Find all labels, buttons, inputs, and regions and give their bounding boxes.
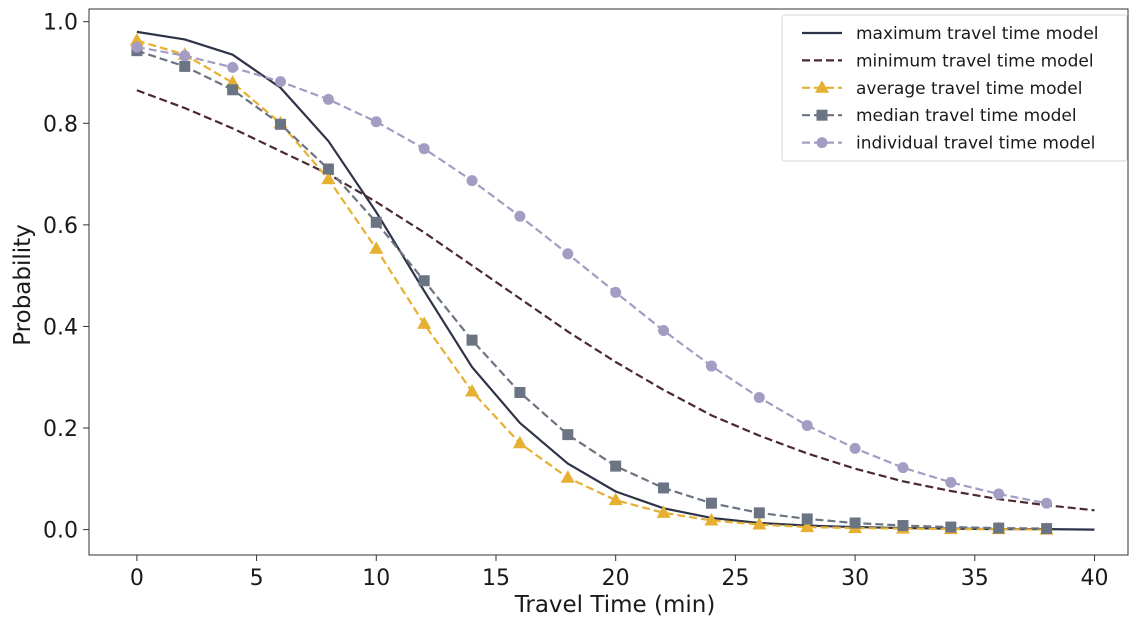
data-point — [656, 505, 671, 518]
y-tick-label: 1.0 — [43, 11, 78, 36]
x-tick-label: 40 — [1080, 566, 1108, 591]
legend-item: median travel time model — [802, 106, 1077, 126]
ticks-layer: 0 5 10 15 20 25 30 35 40 0.0 0.2 0.4 0.6 0.8 1.0 — [43, 11, 1108, 591]
series-layer — [129, 30, 1095, 535]
series-line — [136, 46, 1047, 505]
y-tick-label: 0.6 — [43, 214, 78, 239]
x-tick-label: 20 — [602, 566, 630, 591]
x-tick-label: 35 — [961, 566, 989, 591]
series-1 — [136, 89, 1095, 512]
plot-frame — [88, 8, 1129, 556]
legend-label: minimum travel time model — [856, 51, 1094, 71]
legend-label: median travel time model — [856, 106, 1077, 126]
x-tick-label: 0 — [130, 566, 144, 591]
series-3 — [131, 45, 1053, 535]
data-point — [179, 60, 191, 72]
legend-label: maximum travel time model — [856, 24, 1099, 44]
legend-item: minimum travel time model — [802, 51, 1094, 71]
data-point — [705, 497, 717, 509]
legend-marker — [816, 109, 828, 121]
data-point — [801, 419, 813, 431]
data-point — [275, 118, 287, 130]
data-point — [897, 520, 909, 532]
x-tick-label: 5 — [250, 566, 264, 591]
data-point — [1041, 497, 1053, 509]
data-point — [658, 482, 670, 494]
data-point — [227, 84, 239, 96]
x-tick-label: 15 — [482, 566, 510, 591]
data-point — [658, 325, 670, 337]
legend: maximum travel time model minimum travel … — [781, 14, 1128, 162]
data-point — [704, 512, 719, 526]
data-point — [562, 429, 574, 441]
data-point — [466, 334, 478, 346]
data-point — [512, 435, 527, 449]
y-tick-label: 0.8 — [43, 112, 78, 137]
data-point — [705, 360, 717, 372]
data-point — [465, 383, 480, 397]
y-axis-label: Probability — [10, 224, 36, 346]
legend-label: average travel time model — [856, 79, 1082, 99]
data-point — [945, 521, 957, 533]
data-point — [897, 462, 909, 474]
y-tick-label: 0.2 — [43, 417, 78, 442]
data-point — [753, 392, 765, 404]
legend-marker — [816, 137, 828, 149]
data-point — [610, 286, 622, 298]
x-tick-label: 25 — [721, 566, 749, 591]
data-point — [610, 460, 622, 472]
data-point — [370, 116, 382, 128]
data-point — [514, 210, 526, 222]
legend-item: average travel time model — [802, 79, 1082, 99]
axes-layer — [88, 8, 1129, 556]
data-point — [801, 513, 813, 525]
data-point — [321, 171, 336, 185]
legend-item: maximum travel time model — [802, 24, 1099, 44]
data-point — [418, 143, 430, 155]
legend-frame — [781, 14, 1128, 162]
data-point — [560, 470, 575, 483]
x-tick-label: 30 — [841, 566, 869, 591]
data-point — [275, 76, 287, 88]
data-point — [993, 522, 1005, 534]
data-point — [945, 476, 957, 488]
legend-item: individual travel time model — [802, 134, 1095, 154]
data-point — [131, 41, 143, 53]
data-point — [129, 32, 144, 46]
series-line — [136, 49, 1047, 530]
data-point — [993, 488, 1005, 500]
legend-marker — [815, 80, 829, 93]
data-point — [322, 163, 334, 175]
data-point — [322, 93, 334, 105]
data-point — [562, 248, 574, 260]
data-point — [369, 241, 384, 254]
data-point — [753, 507, 765, 519]
data-point — [466, 175, 478, 187]
data-point — [370, 216, 382, 228]
y-tick-label: 0.0 — [43, 519, 78, 544]
data-point — [514, 386, 526, 398]
data-point — [1041, 523, 1053, 535]
data-point — [800, 519, 815, 533]
x-axis-label: Travel Time (min) — [514, 592, 716, 618]
series-line — [136, 89, 1095, 512]
data-point — [418, 275, 430, 287]
legend-label: individual travel time model — [856, 134, 1095, 154]
data-point — [417, 316, 432, 329]
data-point — [752, 517, 767, 530]
data-point — [179, 50, 191, 62]
data-point — [608, 492, 623, 506]
x-tick-label: 10 — [362, 566, 390, 591]
y-tick-label: 0.4 — [43, 315, 78, 340]
data-point — [849, 517, 861, 529]
series-4 — [131, 41, 1053, 509]
data-point — [849, 442, 861, 454]
data-point — [227, 61, 239, 73]
